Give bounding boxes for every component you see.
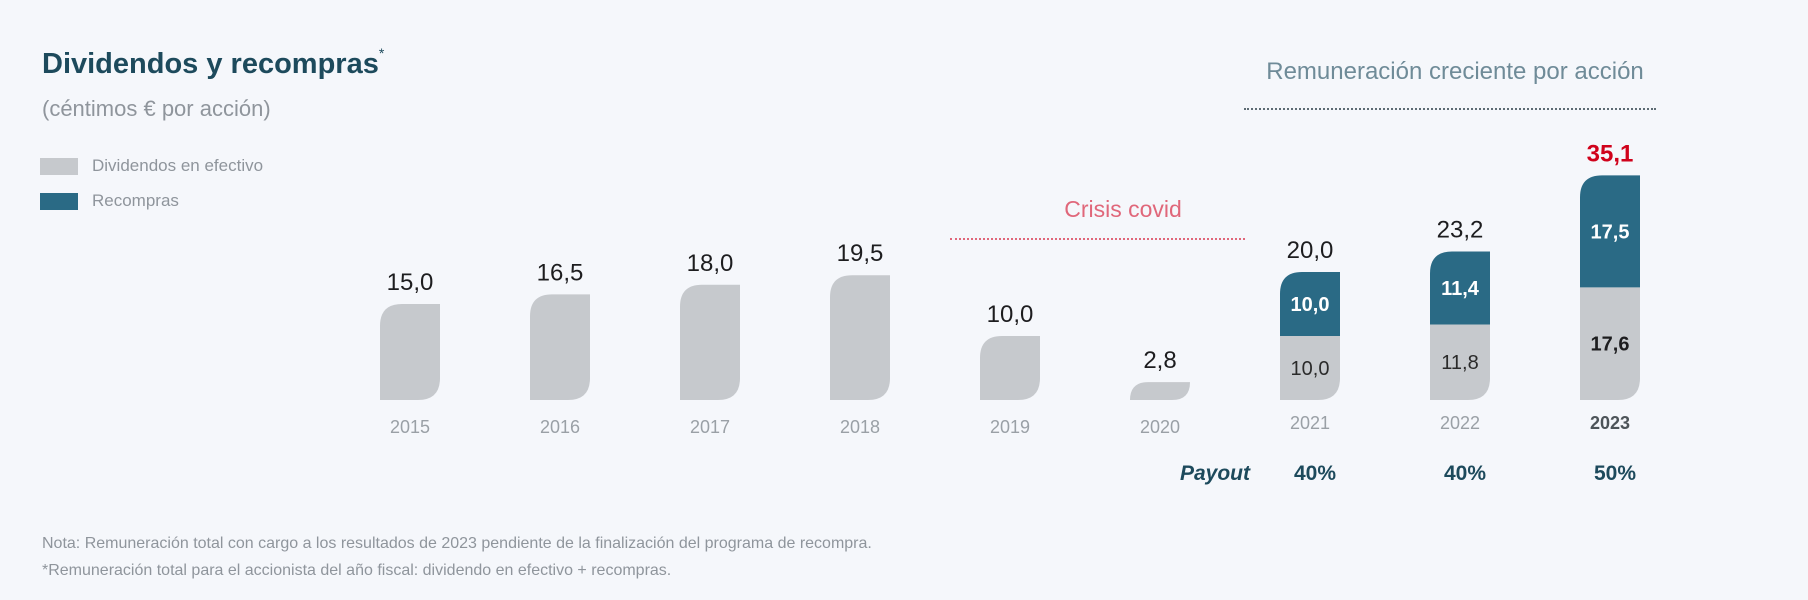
segment-label-buyback-2023: 17,5 [1591,221,1630,243]
bar-cash-2015 [380,304,440,400]
total-label-2015: 15,0 [387,269,434,296]
legend-label-cash: Dividendos en efectivo [92,156,264,175]
total-label-2022: 23,2 [1437,217,1484,244]
segment-label-cash-2022: 11,8 [1441,352,1478,374]
year-label-2021: 2021 [1290,413,1330,433]
bar-cash-2017 [680,284,740,400]
legend-item-cash: Dividendos en efectivo [40,156,263,176]
legend-item-buyback: Recompras [40,191,263,211]
bar-cash-2019 [980,336,1040,400]
growth-header: Remuneración creciente por acción [1266,58,1644,85]
year-label-2018: 2018 [840,417,880,437]
total-label-2021: 20,0 [1287,237,1334,264]
year-label-2020: 2020 [1140,417,1180,437]
legend-swatch-cash [40,157,78,175]
title-footnote-mark: * [378,45,385,62]
total-label-2016: 16,5 [537,259,584,286]
footnotes: Nota: Remuneración total con cargo a los… [42,530,872,584]
bar-cash-2022 [1430,324,1490,400]
chart-title: Dividendos y recompras* [42,45,385,81]
total-label-2018: 19,5 [837,240,884,267]
total-label-2017: 18,0 [687,250,734,277]
covid-divider [950,238,1245,240]
total-label-2019: 10,0 [987,301,1034,328]
legend: Dividendos en efectivo Recompras [40,156,263,226]
legend-label-buyback: Recompras [92,191,179,210]
year-label-2016: 2016 [540,417,580,437]
year-label-2015: 2015 [390,417,430,437]
title-text: Dividendos y recompras [42,48,379,80]
bar-cash-2023 [1580,287,1640,400]
legend-swatch-buyback [40,192,78,210]
year-label-2017: 2017 [690,417,730,437]
payout-2022: 40% [1443,462,1487,485]
payout-2023: 50% [1593,462,1637,485]
chart-subtitle: (céntimos € por acción) [42,96,271,121]
bar-chart: 15,0 2015 16,5 2016 18,0 2017 19,5 2018 10,0 2019… [380,140,1640,437]
payout-row: Payout 40% 40% 50% [0,462,1808,492]
year-label-2022: 2022 [1440,413,1480,433]
note-line: *Remuneración total para el accionista d… [42,562,672,579]
payout-title: Payout [1179,462,1250,485]
year-label-2019: 2019 [990,417,1030,437]
segment-label-cash-2023: 17,6 [1591,334,1630,356]
bar-buyback-2022 [1430,251,1490,325]
total-label-2020: 2,8 [1143,347,1176,374]
total-label-2023: 35,1 [1587,140,1634,167]
covid-label: Crisis covid [1064,196,1182,222]
segment-label-buyback-2022: 11,4 [1441,278,1480,300]
bar-cash-2018 [830,275,890,400]
payout-2021: 40% [1293,462,1337,485]
segment-label-cash-2021: 10,0 [1291,358,1330,380]
bar-cash-2020 [1130,382,1190,400]
bar-cash-2021 [1280,336,1340,400]
bar-buyback-2021 [1280,272,1340,336]
growth-header-divider [1244,108,1656,110]
bar-cash-2016 [530,294,590,400]
bar-buyback-2023 [1580,175,1640,288]
year-label-2023: 2023 [1590,413,1630,433]
note-line: Nota: Remuneración total con cargo a los… [42,535,872,552]
segment-label-buyback-2021: 10,0 [1291,294,1330,316]
